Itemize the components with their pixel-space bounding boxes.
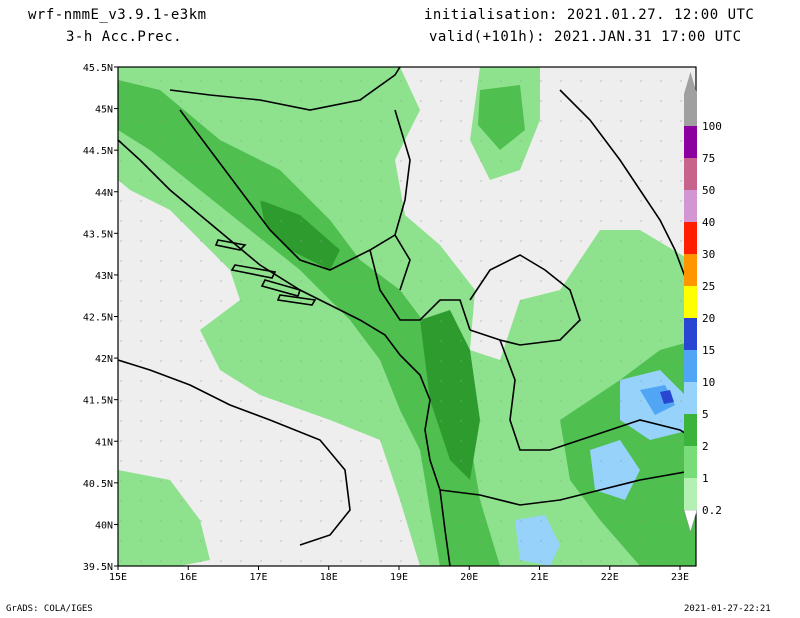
lon-tick-label: 21E [530, 572, 548, 583]
render-timestamp: 2021-01-27-22:21 [684, 604, 771, 614]
latitude-axis: 45.5N 45N 44.5N 44N 43.5N 43N 42.5N 42N 41.5N 41N… [83, 63, 118, 573]
bosnia-inner-border [179, 109, 396, 271]
lon-tick-label: 15E [109, 572, 127, 583]
lat-tick-label: 45N [95, 105, 113, 116]
lon-tick-label: 20E [460, 572, 478, 583]
colorbar-swatch [684, 286, 697, 318]
colorbar-label: 30 [702, 248, 715, 261]
colorbar-label: 40 [702, 216, 715, 229]
kosovo-border [469, 254, 581, 346]
italy-coast [118, 359, 351, 546]
colorbar-swatch [684, 414, 697, 446]
croatia-island-1 [214, 239, 247, 251]
lat-tick-label: 44N [95, 188, 113, 199]
initialisation-time: initialisation: 2021.01.27. 12:00 UTC [424, 7, 755, 23]
lat-tick-label: 41.5N [83, 396, 113, 407]
lon-tick-label: 16E [179, 572, 197, 583]
colorbar-label: 10 [702, 376, 715, 389]
grads-credit: GrADS: COLA/IGES [6, 604, 93, 614]
montenegro-border [369, 249, 471, 331]
colorbar-label: 15 [702, 344, 715, 357]
croatia-island-3 [260, 279, 302, 297]
colorbar-swatch [684, 478, 697, 510]
colorbar-swatch [684, 72, 697, 94]
colorbar-label: 100 [702, 120, 722, 133]
adriatic-coast-east [118, 139, 451, 566]
lat-tick-label: 40N [95, 520, 113, 531]
colorbar-label: 2 [702, 440, 709, 453]
greece-border [439, 469, 696, 506]
lat-tick-label: 40.5N [83, 479, 113, 490]
serbia-bulgaria-border [559, 89, 691, 291]
colorbar-swatch [684, 318, 697, 350]
lat-tick-label: 43N [95, 271, 113, 282]
lat-tick-label: 45.5N [83, 63, 113, 74]
lat-tick-label: 41N [95, 437, 113, 448]
colorbar-swatch [684, 222, 697, 254]
colorbar-label: 1 [702, 472, 709, 485]
colorbar-label: 20 [702, 312, 715, 325]
coastlines-borders [118, 67, 696, 566]
colorbar-swatch [684, 446, 697, 478]
lat-tick-label: 44.5N [83, 146, 113, 157]
longitude-axis: 15E 16E 17E 18E 19E 20E 21E 22E 23E [109, 566, 689, 583]
colorbar-swatch [684, 190, 697, 222]
colorbar-label: 50 [702, 184, 715, 197]
colorbar-label: 75 [702, 152, 715, 165]
colorbar-swatch [684, 94, 697, 126]
croatia-island-4 [276, 294, 317, 306]
lon-tick-label: 19E [390, 572, 408, 583]
lon-tick-label: 22E [601, 572, 619, 583]
colorbar-swatch [684, 382, 697, 414]
lat-tick-label: 43.5N [83, 229, 113, 240]
bosnia-serbia-border [394, 109, 411, 291]
colorbar-label: 0.2 [702, 504, 722, 517]
croatia-bosnia-border [169, 67, 401, 111]
colorbar-swatch [684, 126, 697, 158]
model-title: wrf-nmmE_v3.9.1-e3km [28, 7, 207, 23]
lat-tick-label: 39.5N [83, 562, 113, 573]
colorbar-swatch [684, 350, 697, 382]
valid-time: valid(+101h): 2021.JAN.31 17:00 UTC [429, 29, 742, 45]
lon-tick-label: 17E [249, 572, 267, 583]
lat-tick-label: 42N [95, 354, 113, 365]
lon-tick-label: 23E [671, 572, 689, 583]
field-title: 3-h Acc.Prec. [66, 29, 183, 45]
colorbar-label: 25 [702, 280, 715, 293]
lat-tick-label: 42.5N [83, 313, 113, 324]
albania-macedonia-border [499, 339, 696, 451]
colorbar-swatch [684, 254, 697, 286]
colorbar-swatch [684, 158, 697, 190]
lon-tick-label: 18E [320, 572, 338, 583]
colorbar-label: 5 [702, 408, 709, 421]
croatia-island-2 [230, 264, 277, 279]
